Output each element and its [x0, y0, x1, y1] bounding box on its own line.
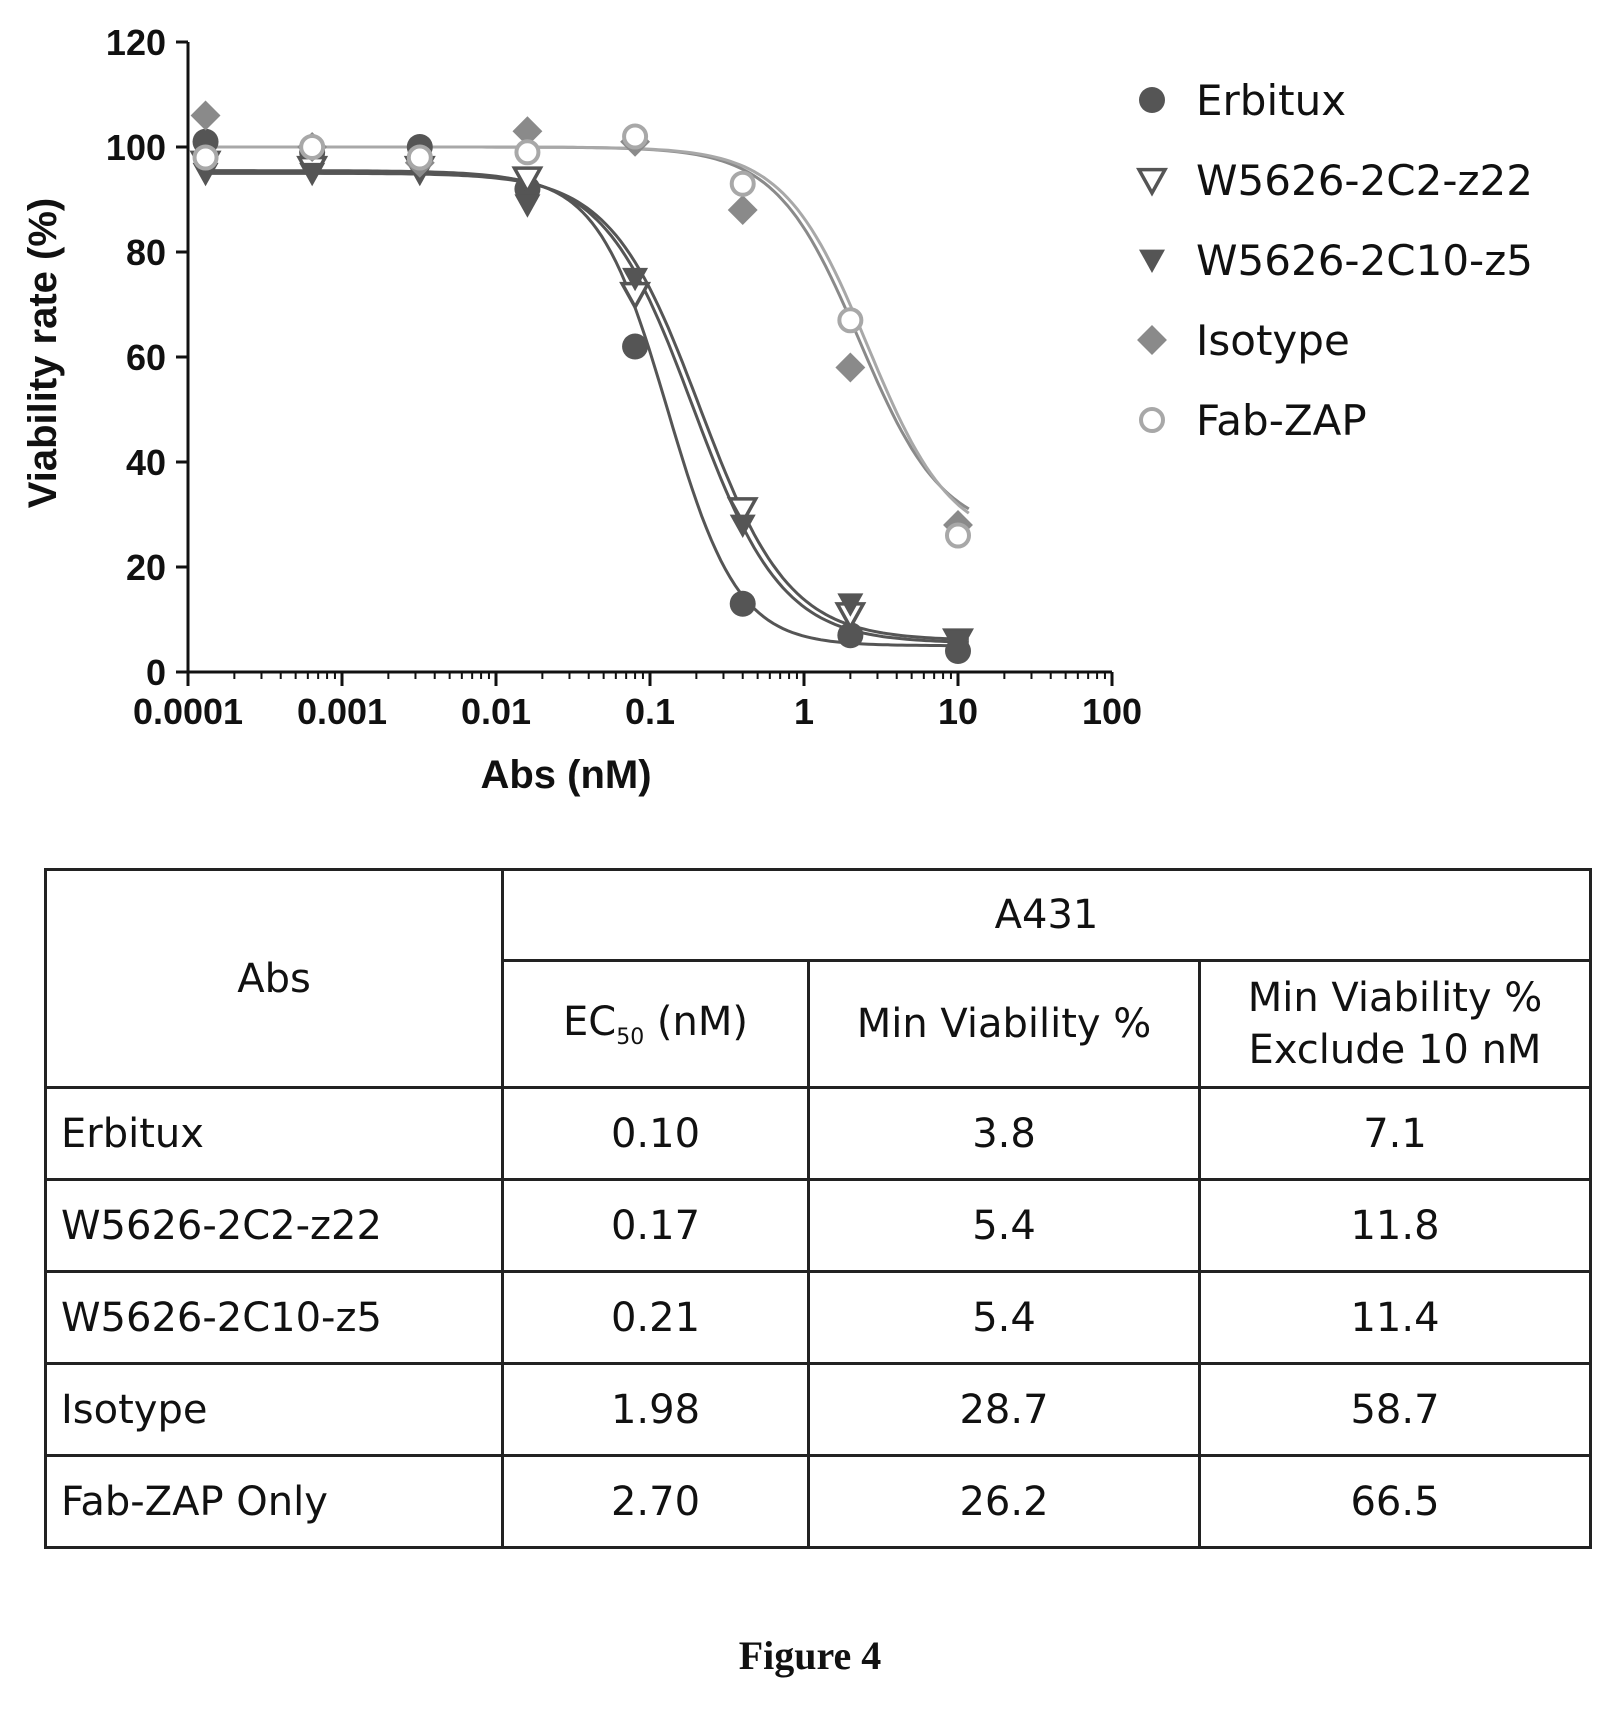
point-2-7 [945, 630, 971, 654]
point-4-1 [299, 134, 326, 160]
legend-marker-1 [1136, 167, 1168, 197]
cell-min-viability: 26.2 [807, 1454, 1201, 1549]
cell-min-viability-exclude: 66.5 [1198, 1454, 1592, 1549]
cell-min-viability-exclude: 11.4 [1198, 1270, 1592, 1365]
cell-min-viability: 5.4 [807, 1270, 1201, 1365]
legend-marker-4 [1139, 407, 1165, 433]
y-tick-label: 120 [106, 22, 166, 63]
x-tick-label: 0.001 [297, 691, 387, 732]
point-4-5 [729, 170, 756, 197]
point-4-3 [514, 139, 541, 166]
chart-axes: 0 20 40 60 80 100 120 0.0001 0.001 0.01 0.1 1 10 100 A… [21, 22, 1142, 797]
point-2-1 [299, 162, 326, 187]
legend-marker-0 [1139, 87, 1165, 113]
header-min-viability: Min Viability % [807, 959, 1201, 1089]
cell-min-viability-exclude: 11.8 [1198, 1178, 1592, 1273]
legend-label-1: W5626-2C2-z22 [1196, 156, 1533, 205]
cell-ec50: 0.21 [501, 1270, 810, 1365]
cell-name: W5626-2C10-z5 [44, 1270, 504, 1365]
cell-min-viability: 3.8 [807, 1086, 1201, 1181]
y-tick-label: 20 [126, 547, 166, 588]
cell-ec50: 2.70 [501, 1454, 810, 1549]
header-abs: Abs [44, 868, 504, 1089]
results-table: Abs A431 EC50 (nM) Min Viability % Min V… [44, 868, 1592, 1549]
point-1-5 [726, 497, 759, 526]
table-row: Erbitux 0.10 3.8 7.1 [44, 1086, 1592, 1181]
fit-curve-0 [205, 171, 969, 648]
y-axis-label: Viability rate (%) [21, 198, 65, 508]
cell-name: Erbitux [44, 1086, 504, 1181]
point-0-4 [622, 333, 649, 360]
table-row: W5626-2C10-z5 0.21 5.4 11.4 [44, 1270, 1592, 1365]
y-tick-label: 80 [126, 232, 166, 273]
header-ec50: EC50 (nM) [501, 959, 810, 1089]
cell-name: W5626-2C2-z22 [44, 1178, 504, 1273]
fit-curve-4 [205, 145, 970, 515]
point-4-2 [406, 144, 433, 171]
point-3-0 [190, 100, 221, 131]
cell-name: Fab-ZAP Only [44, 1454, 504, 1549]
point-2-4 [622, 267, 649, 292]
point-4-0 [192, 144, 219, 171]
point-0-5 [729, 590, 756, 617]
fit-curve-1 [205, 169, 969, 644]
chart-legend: Erbitux W5626-2C2-z22 W5626-2C10-z5 Isotype… [1136, 76, 1533, 445]
point-2-3 [514, 194, 541, 218]
cell-min-viability-exclude: 7.1 [1198, 1086, 1592, 1181]
y-tick-label: 0 [146, 652, 166, 693]
point-3-6 [835, 352, 866, 383]
x-tick-label: 10 [938, 691, 978, 732]
cell-ec50: 0.10 [501, 1086, 810, 1181]
header-min-viability-exclude: Min Viability % Exclude 10 nM [1198, 959, 1592, 1089]
cell-min-viability-exclude: 58.7 [1198, 1362, 1592, 1457]
point-3-3 [512, 116, 543, 147]
table-body: Erbitux 0.10 3.8 7.1 W5626-2C2-z22 0.17 5.4 11.… [44, 1086, 1592, 1549]
legend-label-0: Erbitux [1196, 76, 1346, 125]
header-cell-line: A431 [501, 868, 1592, 962]
point-4-4 [622, 123, 649, 150]
table-row: W5626-2C2-z22 0.17 5.4 11.8 [44, 1178, 1592, 1273]
table-row: Fab-ZAP Only 2.70 26.2 66.5 [44, 1454, 1592, 1549]
figure-caption: Figure 4 [738, 1633, 882, 1678]
legend-marker-2 [1139, 249, 1165, 273]
point-3-5 [727, 195, 758, 225]
cell-ec50: 0.17 [501, 1178, 810, 1273]
viability-chart: 0 20 40 60 80 100 120 0.0001 0.001 0.01 0.1 1 10 100 A… [21, 22, 1533, 797]
legend-label-3: Isotype [1196, 316, 1350, 365]
legend-marker-3 [1137, 325, 1167, 355]
cell-min-viability: 28.7 [807, 1362, 1201, 1457]
y-tick-label: 40 [126, 442, 166, 483]
point-0-6 [837, 622, 864, 649]
legend-label-2: W5626-2C10-z5 [1196, 236, 1533, 285]
table-row: Isotype 1.98 28.7 58.7 [44, 1362, 1592, 1457]
cell-min-viability: 5.4 [807, 1178, 1201, 1273]
cell-ec50: 1.98 [501, 1362, 810, 1457]
point-1-3 [511, 166, 544, 196]
x-tick-label: 0.01 [461, 691, 531, 732]
fit-curves [205, 145, 970, 648]
data-points [189, 100, 974, 664]
legend-label-4: Fab-ZAP [1196, 396, 1367, 445]
point-4-7 [945, 522, 971, 549]
x-tick-label: 0.1 [625, 691, 675, 732]
point-2-6 [837, 593, 864, 617]
point-4-6 [837, 307, 864, 334]
y-tick-label: 100 [106, 127, 166, 168]
point-2-5 [729, 514, 756, 538]
x-tick-label: 0.0001 [133, 691, 243, 732]
x-tick-label: 1 [794, 691, 814, 732]
fit-curve-2 [205, 171, 969, 641]
cell-name: Isotype [44, 1362, 504, 1457]
x-axis-label: Abs (nM) [480, 753, 651, 797]
y-tick-label: 60 [126, 337, 166, 378]
x-tick-label: 100 [1082, 691, 1142, 732]
